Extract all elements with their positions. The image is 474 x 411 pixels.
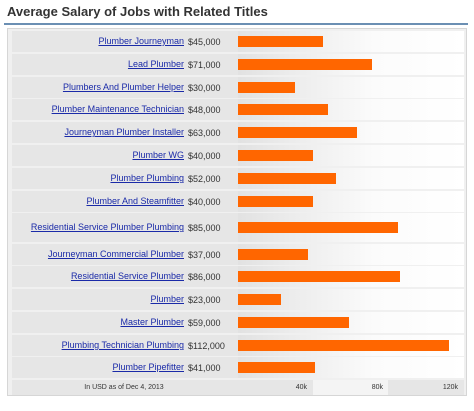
bar-track (238, 244, 464, 265)
bar-track (238, 122, 464, 143)
salary-row: Lead Plumber $71,000 (12, 54, 464, 75)
axis-footer: In USD as of Dec 4, 2013 40k 80k 120k (12, 380, 464, 395)
salary-value: $23,000 (188, 294, 221, 305)
salary-value: $48,000 (188, 104, 221, 115)
salary-value: $63,000 (188, 127, 221, 138)
salary-row: Plumber Journeyman $45,000 (12, 31, 464, 52)
salary-bar (238, 173, 336, 184)
salary-value: $86,000 (188, 271, 221, 282)
salary-row: Residential Service Plumber $86,000 (12, 266, 464, 287)
bar-track (238, 191, 464, 212)
salary-value: $59,000 (188, 317, 221, 328)
salary-bar (238, 271, 400, 282)
salary-value: $30,000 (188, 82, 221, 93)
salary-row: Plumber WG $40,000 (12, 145, 464, 166)
job-title-link[interactable]: Plumbers And Plumber Helper (62, 82, 184, 92)
job-title-link[interactable]: Plumber And Steamfitter (86, 196, 184, 206)
currency-footnote: In USD as of Dec 4, 2013 (84, 384, 164, 391)
job-title-link[interactable]: Plumber Pipefitter (112, 362, 184, 372)
bar-track (238, 168, 464, 189)
bar-track (238, 312, 464, 333)
x-tick-label: 40k (295, 384, 307, 391)
salary-row: Plumbing Technician Plumbing $112,000 (12, 335, 464, 356)
salary-value: $40,000 (188, 196, 221, 207)
salary-row: Master Plumber $59,000 (12, 312, 464, 333)
salary-bar (238, 317, 349, 328)
bar-track (238, 335, 464, 356)
salary-bar (238, 196, 313, 207)
job-title-link[interactable]: Plumber WG (132, 150, 184, 160)
salary-row: Residential Service Plumber Plumbing $85,… (12, 213, 464, 242)
salary-bar (238, 340, 449, 351)
job-title-link[interactable]: Lead Plumber (127, 59, 184, 69)
salary-row: Journeyman Plumber Installer $63,000 (12, 122, 464, 143)
salary-row: Plumber Maintenance Technician $48,000 (12, 99, 464, 120)
salary-row: Plumber Plumbing $52,000 (12, 168, 464, 189)
salary-bar (238, 294, 281, 305)
salary-row: Plumber And Steamfitter $40,000 (12, 191, 464, 212)
job-title-link[interactable]: Residential Service Plumber (70, 271, 184, 281)
salary-value: $40,000 (188, 150, 221, 161)
bar-track (238, 266, 464, 287)
salary-value: $52,000 (188, 173, 221, 184)
bar-track (238, 145, 464, 166)
bar-track (238, 77, 464, 98)
salary-row: Plumber $23,000 (12, 289, 464, 310)
bar-track (238, 54, 464, 75)
job-title-link[interactable]: Journeyman Plumber Installer (64, 127, 184, 137)
bar-track (238, 289, 464, 310)
salary-row: Journeyman Commercial Plumber $37,000 (12, 244, 464, 265)
salary-bar (238, 127, 357, 138)
job-title-link[interactable]: Plumber Plumbing (110, 173, 184, 183)
axis-band (313, 380, 388, 395)
salary-bar (238, 150, 313, 161)
chart-title: Average Salary of Jobs with Related Titl… (4, 3, 468, 25)
job-title-link[interactable]: Plumber Maintenance Technician (51, 104, 184, 114)
job-title-link[interactable]: Plumbing Technician Plumbing (61, 340, 184, 350)
job-title-link[interactable]: Residential Service Plumber Plumbing (30, 222, 184, 232)
salary-bar (238, 104, 328, 115)
bar-track (238, 99, 464, 120)
salary-value: $45,000 (188, 36, 221, 47)
salary-bar (238, 36, 323, 47)
bar-track (238, 213, 464, 242)
job-title-link[interactable]: Master Plumber (120, 317, 184, 327)
salary-bar (238, 82, 295, 93)
salary-bar (238, 362, 315, 373)
bar-track (238, 357, 464, 378)
salary-value: $112,000 (188, 340, 225, 351)
salary-value: $71,000 (188, 59, 221, 70)
salary-bar (238, 59, 372, 70)
chart-panel: Plumber Journeyman $45,000 Lead Plumber $71… (7, 28, 467, 396)
job-title-link[interactable]: Plumber Journeyman (98, 36, 184, 46)
x-tick-label: 120k (442, 384, 458, 391)
salary-value: $85,000 (188, 222, 221, 233)
bar-track (238, 31, 464, 52)
salary-value: $41,000 (188, 362, 221, 373)
salary-row: Plumber Pipefitter $41,000 (12, 357, 464, 378)
job-title-link[interactable]: Plumber (150, 294, 184, 304)
salary-bar (238, 249, 308, 260)
x-tick-label: 80k (371, 384, 383, 391)
salary-value: $37,000 (188, 249, 221, 260)
job-title-link[interactable]: Journeyman Commercial Plumber (47, 249, 184, 259)
salary-bar (238, 222, 398, 233)
salary-row: Plumbers And Plumber Helper $30,000 (12, 77, 464, 98)
